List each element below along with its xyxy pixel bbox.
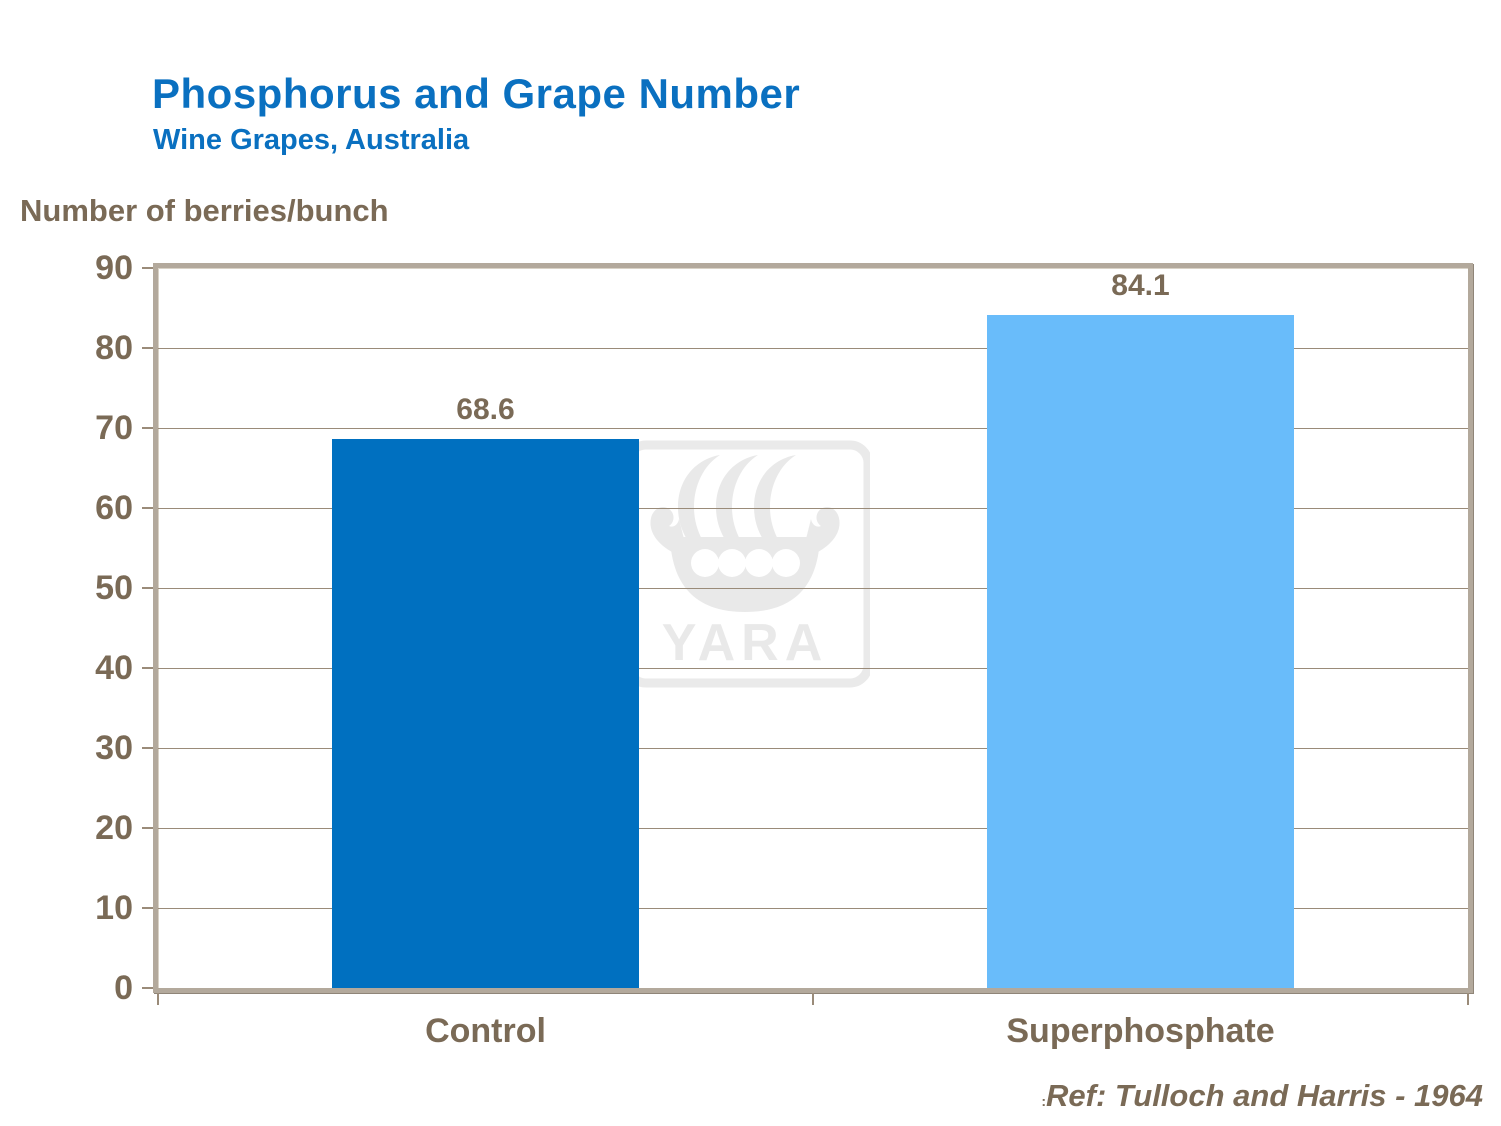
y-axis-tick-0 [142,987,153,989]
plot-area: YARA 68.6 84.1 [153,263,1473,993]
x-axis-label-superphosphate: Superphosphate [1006,1012,1275,1050]
y-axis-tick-label-0: 0 [114,969,133,1007]
yara-watermark: YARA [623,440,870,688]
reference-text: :Ref: Tulloch and Harris - 1964 [1041,1078,1483,1114]
x-axis-tick-0 [157,993,159,1005]
gridline-10 [158,907,1468,909]
y-axis-tick-label-70: 70 [95,409,133,447]
x-axis-tick-1 [812,993,814,1005]
y-axis-tick-label-50: 50 [95,569,133,607]
y-axis-tick-30 [142,747,153,749]
y-axis-tick-40 [142,667,153,669]
y-axis-tick-label-30: 30 [95,729,133,767]
reference-colon: : [1041,1093,1046,1109]
gridline-30 [158,748,1468,749]
y-axis-tick-90 [142,267,153,269]
gridline-80 [158,347,1468,349]
bar-control [331,439,640,988]
x-axis-label-control: Control [425,1012,546,1050]
y-axis-tick-20 [142,827,153,829]
y-axis-tick-label-80: 80 [95,329,133,367]
y-axis-tick-label-90: 90 [95,249,133,287]
gridline-50 [158,587,1468,589]
reference-label: Ref: Tulloch and Harris - 1964 [1046,1078,1483,1113]
bar-value-label-superphosphate: 84.1 [1111,269,1170,303]
chart-subtitle: Wine Grapes, Australia [153,124,470,156]
x-axis-tick-2 [1467,993,1469,1005]
bar-value-label-control: 68.6 [456,393,515,427]
ship-shield-holes [691,549,800,577]
y-axis-tick-70 [142,427,153,429]
y-axis-tick-50 [142,587,153,589]
gridline-60 [158,508,1468,509]
y-axis-tick-80 [142,347,153,349]
chart-title: Phosphorus and Grape Number [152,70,801,117]
y-axis-tick-label-20: 20 [95,809,133,847]
y-axis-tick-label-60: 60 [95,489,133,527]
gridline-70 [158,427,1468,429]
y-axis-tick-10 [142,907,153,909]
yara-logo-icon: YARA [623,440,870,688]
gridline-40 [158,668,1468,669]
y-axis-tick-60 [142,507,153,509]
gridline-20 [158,828,1468,829]
y-axis-tick-label-40: 40 [95,649,133,687]
y-axis-tick-label-10: 10 [95,889,133,927]
bar-superphosphate [986,315,1295,988]
y-axis-title: Number of berries/bunch [20,193,389,228]
yara-watermark-text: YARA [662,614,829,672]
